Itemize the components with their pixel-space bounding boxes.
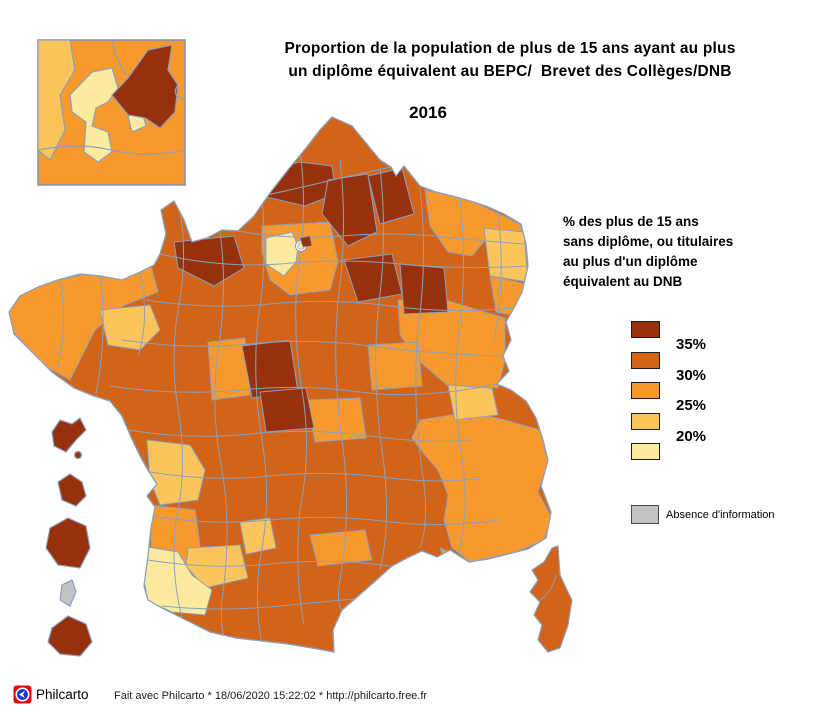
legend-description-line4: équivalent au DNB [563,274,683,289]
legend-label-20: 20% [676,428,707,445]
map-title-line1: Proportion de la population de plus de 1… [284,40,736,57]
legend-label-25: 25% [676,397,707,414]
footer-credit: Fait avec Philcarto * 18/06/2020 15:22:0… [114,690,428,702]
map-region [173,161,449,433]
coastline [8,116,552,653]
footer-brand: Philcarto [36,687,89,702]
map-region-corsica [529,545,573,653]
ile-de-france-inset [37,39,186,186]
legend-description-line1: % des plus de 15 ans [563,214,699,229]
legend-swatch-30 [631,352,660,369]
paris-detail [295,235,313,252]
department-borders [57,149,529,646]
legend-label-35: 35% [676,336,707,353]
legend-description-line2: sans diplôme, ou titulaires [563,234,734,249]
map-year: 2016 [409,103,447,122]
legend-description-line3: au plus d'un diplôme [563,254,698,269]
legend-swatch-35 [631,321,660,338]
map-regions [9,149,551,646]
philcarto-logo-icon [13,685,32,704]
legend-label-30: 30% [676,367,707,384]
no-data-label: Absence d'information [666,509,775,521]
legend-swatch-20 [631,413,660,430]
no-data-swatch [631,505,659,524]
legend-swatch-under-20 [631,443,660,460]
legend-swatch-25 [631,382,660,399]
map-title-line2: un diplôme équivalent au BEPC/ Brevet de… [288,63,732,80]
map-overseas-territories [45,417,93,657]
